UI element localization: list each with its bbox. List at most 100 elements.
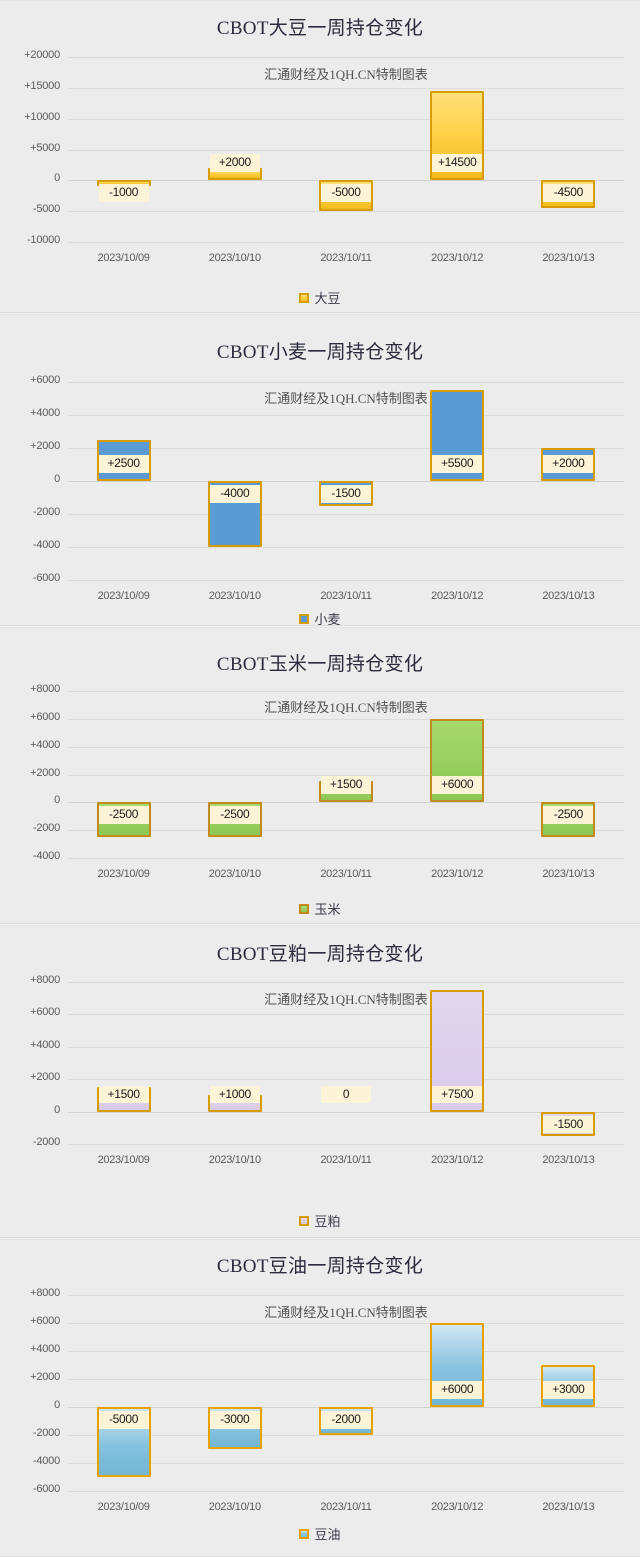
y-axis-tick-label: +10000 <box>24 110 60 123</box>
gridline <box>68 382 624 383</box>
legend-label: 豆油 <box>314 1527 341 1542</box>
chart-panel-2: CBOT小麦一周持仓变化 汇通财经及1QH.CN特制图表 +6000 +4000 +20… <box>0 314 640 626</box>
x-axis-tick-label: 2023/10/11 <box>320 1154 372 1166</box>
x-axis-tick-label: 2023/10/13 <box>542 1501 595 1513</box>
gridline <box>68 118 624 120</box>
gridline <box>68 149 624 151</box>
chart-title: CBOT大豆一周持仓变化 <box>216 18 424 39</box>
y-axis-tick-label: 0 <box>54 1399 60 1411</box>
gridline <box>68 87 624 89</box>
gridline <box>68 1323 624 1324</box>
chart-legend: 大豆 <box>0 288 640 307</box>
chart-title: CBOT豆油一周持仓变化 <box>216 1256 424 1277</box>
x-axis-tick-label: 2023/10/09 <box>97 868 150 880</box>
x-axis-tick-label: 2023/10/13 <box>542 1154 595 1166</box>
gridline <box>68 1435 624 1436</box>
y-axis-tick-label: 0 <box>54 172 60 185</box>
gridline <box>68 1144 624 1145</box>
x-axis-tick-label: 2023/10/10 <box>208 252 261 264</box>
bar-value-label: +2500 <box>98 455 149 473</box>
gridline <box>68 1014 624 1016</box>
gridline <box>68 211 624 213</box>
legend-label: 玉米 <box>314 902 341 917</box>
legend-swatch-icon <box>299 1215 310 1226</box>
chart-panel-3: CBOT玉米一周持仓变化 汇通财经及1QH.CN特制图表 +8000 +6000 +40… <box>0 627 640 924</box>
chart-legend: 小麦 <box>0 609 640 625</box>
x-axis-tick-label: 2023/10/11 <box>320 590 372 602</box>
x-axis-tick-label: 2023/10/09 <box>97 252 150 264</box>
gridline <box>68 1079 624 1081</box>
x-axis-tick-label: 2023/10/12 <box>431 1154 484 1166</box>
x-axis-tick-label: 2023/10/10 <box>208 590 261 602</box>
legend-swatch-icon <box>299 903 310 914</box>
plot-area: +6000 +4000 +2000 0 -2000 -4000 -6000 +2500 2023… <box>30 374 624 602</box>
legend-label: 豆粕 <box>314 1214 341 1229</box>
gridline <box>68 774 624 776</box>
y-axis-tick-label: +4000 <box>30 407 60 419</box>
y-axis-tick-label: -2000 <box>32 1427 60 1439</box>
y-axis-tick-label: +4000 <box>30 1038 60 1051</box>
gridline <box>68 1491 624 1492</box>
legend-label: 大豆 <box>314 291 341 306</box>
y-axis-tick-label: +4000 <box>30 1343 60 1355</box>
gridline <box>68 1463 624 1464</box>
bar-value-label: +14500 <box>432 154 483 172</box>
bar-value-label: -2000 <box>321 1411 371 1429</box>
plot-area: +8000 +6000 +4000 +2000 0 -2000 -4000 -2500 2023… <box>30 683 624 880</box>
x-axis-tick-label: 2023/10/12 <box>431 590 484 602</box>
y-axis-tick-label: 0 <box>54 1103 60 1116</box>
x-axis-tick-label: 2023/10/12 <box>431 1501 484 1513</box>
y-axis-tick-label: +20000 <box>24 49 60 61</box>
chart-panel-1: CBOT大豆一周持仓变化 汇通财经及1QH.CN特制图表 +20000 +15000 +… <box>0 0 640 313</box>
gridline <box>68 448 624 449</box>
bar-value-label: -1500 <box>543 1115 594 1134</box>
y-axis-tick-label: +2000 <box>30 1071 60 1084</box>
chart-panel-4: CBOT豆粕一周持仓变化 汇通财经及1QH.CN特制图表 +8000 +6000 +40… <box>0 925 640 1238</box>
gridline <box>68 547 624 548</box>
gridline <box>68 1351 624 1352</box>
bar-value-label: +5500 <box>432 455 483 473</box>
bar-value-label: -4500 <box>543 184 594 202</box>
gridline <box>68 982 624 983</box>
x-axis-tick-label: 2023/10/09 <box>97 1154 150 1166</box>
y-axis-tick-label: -10000 <box>26 234 60 246</box>
gridline <box>68 1379 624 1380</box>
gridline <box>68 830 624 832</box>
y-axis-tick-label: -4000 <box>32 1455 60 1467</box>
y-axis-tick-label: -4000 <box>32 539 60 551</box>
bar-value-label: +7500 <box>432 1085 483 1104</box>
y-axis-tick-label: +8000 <box>30 1287 60 1299</box>
gridline <box>68 242 624 243</box>
bar-value-label: +2000 <box>209 154 260 172</box>
chart-legend: 豆粕 <box>0 1211 640 1230</box>
y-axis-tick-label: -5000 <box>32 203 60 216</box>
gridline <box>68 691 624 692</box>
chart-subtitle: 汇通财经及1QH.CN特制图表 <box>264 700 428 715</box>
bar-value-label: +2000 <box>543 455 594 473</box>
legend-swatch-icon <box>299 292 310 303</box>
bar-value-label: -1000 <box>98 184 149 202</box>
y-axis-tick-label: +6000 <box>30 374 60 386</box>
y-axis-tick-label: +2000 <box>30 440 60 452</box>
y-axis-tick-label: +2000 <box>30 1371 60 1383</box>
bar-value-label: +3000 <box>543 1381 594 1399</box>
x-axis-tick-label: 2023/10/10 <box>208 1501 261 1513</box>
zero-gridline <box>68 802 624 804</box>
y-axis-tick-label: -6000 <box>32 1483 60 1495</box>
chart-panel-5: CBOT豆油一周持仓变化 汇通财经及1QH.CN特制图表 +8000 +6000 +40… <box>0 1239 640 1557</box>
bar-value-label: +6000 <box>432 776 483 794</box>
y-axis-tick-label: -2000 <box>32 506 60 518</box>
bar-value-label: -4000 <box>209 485 260 503</box>
gridline <box>68 514 624 515</box>
y-axis-tick-label: -4000 <box>32 850 60 862</box>
y-axis-tick-label: +15000 <box>24 79 60 92</box>
chart-subtitle: 汇通财经及1QH.CN特制图表 <box>264 992 428 1007</box>
plot-area: +8000 +6000 +4000 +2000 0 -2000 -4000 -6000 -500… <box>30 1287 624 1513</box>
bar-value-label: -2500 <box>98 806 149 824</box>
x-axis-tick-label: 2023/10/11 <box>320 1501 372 1513</box>
y-axis-tick-label: +2000 <box>30 766 60 779</box>
x-axis-tick-label: 2023/10/10 <box>208 868 261 880</box>
zero-gridline <box>68 1111 624 1113</box>
y-axis-tick-label: +8000 <box>30 974 60 986</box>
